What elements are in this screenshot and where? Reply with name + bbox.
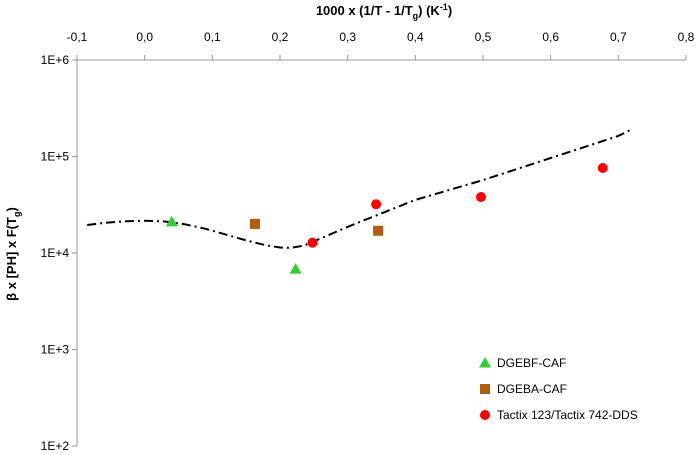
- legend-label: DGEBF-CAF: [497, 356, 566, 370]
- y-tick-label: 1E+5: [41, 150, 70, 164]
- legend: DGEBF-CAF DGEBA-CAF Tactix 123/Tactix 742-…: [479, 356, 638, 422]
- data-point-circle: [307, 237, 318, 248]
- x-axis-title: 1000 x (1/T - 1/Tg) (K-1): [316, 2, 452, 21]
- y-tick-label: 1E+2: [41, 439, 70, 453]
- x-axis-title-unit: ) (K: [418, 3, 440, 18]
- legend-marker-triangle: [479, 357, 491, 368]
- data-point-circle: [597, 163, 608, 174]
- x-tick-label: 0,6: [542, 30, 559, 44]
- y-axis-title: β x [PH] x F(Tg): [4, 207, 22, 301]
- data-point-circle: [475, 192, 486, 203]
- y-tick-label: 1E+3: [41, 343, 70, 357]
- y-axis-title-end: ): [4, 207, 19, 211]
- x-tick-label: 0,7: [610, 30, 627, 44]
- data-point-triangle: [289, 263, 302, 274]
- x-tick-label: 0,4: [407, 30, 424, 44]
- data-point-square: [373, 225, 384, 236]
- y-tick-label: 1E+6: [41, 53, 70, 67]
- data-point-triangle: [165, 215, 178, 227]
- x-axis-title-end: ): [448, 3, 452, 18]
- x-axis-title-subscript: g: [413, 11, 419, 21]
- x-tick-label: 0,0: [136, 30, 153, 44]
- y-tick-label: 1E+4: [41, 246, 70, 260]
- x-axis-title-superscript: -1: [440, 2, 448, 12]
- x-tick-label: 0,2: [272, 30, 289, 44]
- legend-label: DGEBA-CAF: [497, 382, 567, 396]
- data-point-square: [249, 218, 260, 229]
- plot-area: -0,1 0,0 0,1 0,2 0,3 0,4 0,5 0,6 0,7 0,8 1E+2 1E+3 1…: [41, 30, 695, 453]
- x-tick-label: 0,1: [204, 30, 221, 44]
- x-tick-label: 0,3: [339, 30, 356, 44]
- y-axis-title-subscript: g: [12, 212, 22, 218]
- data-point-circle: [371, 199, 382, 210]
- legend-label: Tactix 123/Tactix 742-DDS: [497, 408, 638, 422]
- trend-line: [87, 128, 633, 249]
- x-tick-label: 0,8: [678, 30, 695, 44]
- y-axis-title-main: β x [PH] x F(T: [4, 217, 19, 301]
- x-tick-label: -0,1: [67, 30, 88, 44]
- legend-marker-circle: [480, 410, 490, 420]
- x-tick-label: 0,5: [475, 30, 492, 44]
- legend-marker-square: [480, 384, 490, 394]
- x-axis-title-main: 1000 x (1/T - 1/T: [316, 3, 413, 18]
